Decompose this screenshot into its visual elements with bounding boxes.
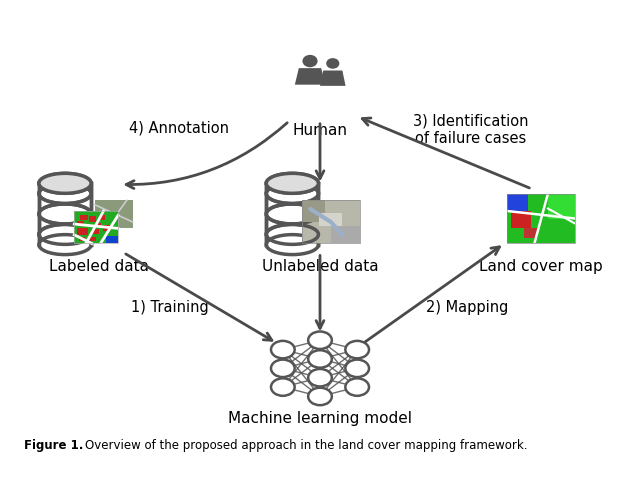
Circle shape <box>346 341 369 358</box>
Ellipse shape <box>303 55 317 67</box>
Bar <box>274 193 311 235</box>
Bar <box>331 226 360 243</box>
Bar <box>301 200 325 222</box>
Text: 2) Mapping: 2) Mapping <box>426 299 509 314</box>
Circle shape <box>308 369 332 386</box>
Bar <box>508 194 575 243</box>
Ellipse shape <box>39 173 91 193</box>
Circle shape <box>271 341 294 358</box>
Ellipse shape <box>39 225 91 244</box>
Bar <box>39 184 91 244</box>
Text: Figure 1.: Figure 1. <box>24 440 83 452</box>
Bar <box>95 200 132 228</box>
Bar <box>89 237 96 241</box>
Ellipse shape <box>39 204 91 224</box>
Bar <box>99 215 104 220</box>
Ellipse shape <box>266 204 319 224</box>
Bar <box>79 237 84 242</box>
Circle shape <box>271 360 294 377</box>
Bar <box>508 194 575 243</box>
Bar <box>91 229 99 234</box>
Text: Human: Human <box>292 123 348 138</box>
Bar <box>47 193 83 235</box>
Bar <box>80 214 88 220</box>
Bar <box>106 236 118 243</box>
Bar <box>301 200 360 243</box>
Ellipse shape <box>39 173 91 193</box>
Text: 4) Annotation: 4) Annotation <box>129 120 228 135</box>
Ellipse shape <box>266 235 319 255</box>
Bar <box>266 184 319 244</box>
Ellipse shape <box>266 225 319 244</box>
Ellipse shape <box>326 58 339 69</box>
Ellipse shape <box>266 184 319 203</box>
Ellipse shape <box>266 173 319 193</box>
Text: Labeled data: Labeled data <box>49 259 149 274</box>
Circle shape <box>346 378 369 396</box>
Ellipse shape <box>266 173 319 193</box>
Text: Land cover map: Land cover map <box>479 259 603 274</box>
Circle shape <box>271 378 294 396</box>
Bar <box>104 226 111 230</box>
Circle shape <box>308 331 332 349</box>
Bar <box>524 228 538 239</box>
Bar <box>319 213 342 226</box>
Polygon shape <box>320 71 346 86</box>
Ellipse shape <box>39 235 91 255</box>
Polygon shape <box>295 68 325 85</box>
Text: Unlabeled data: Unlabeled data <box>262 259 378 274</box>
Bar <box>74 211 118 243</box>
Bar <box>301 200 360 243</box>
Text: 1) Training: 1) Training <box>131 299 209 314</box>
Text: 3) Identification
of failure cases: 3) Identification of failure cases <box>413 114 528 146</box>
Circle shape <box>308 388 332 405</box>
Bar <box>77 228 88 235</box>
Bar <box>89 216 96 222</box>
Circle shape <box>346 360 369 377</box>
Circle shape <box>308 350 332 368</box>
Bar <box>508 194 527 211</box>
Bar <box>95 223 100 227</box>
Bar <box>77 221 84 226</box>
Bar <box>74 211 118 243</box>
Ellipse shape <box>39 184 91 203</box>
Bar <box>548 194 575 218</box>
Bar <box>511 211 531 228</box>
Text: Overview of the proposed approach in the land cover mapping framework.: Overview of the proposed approach in the… <box>85 440 528 452</box>
Text: Machine learning model: Machine learning model <box>228 412 412 426</box>
